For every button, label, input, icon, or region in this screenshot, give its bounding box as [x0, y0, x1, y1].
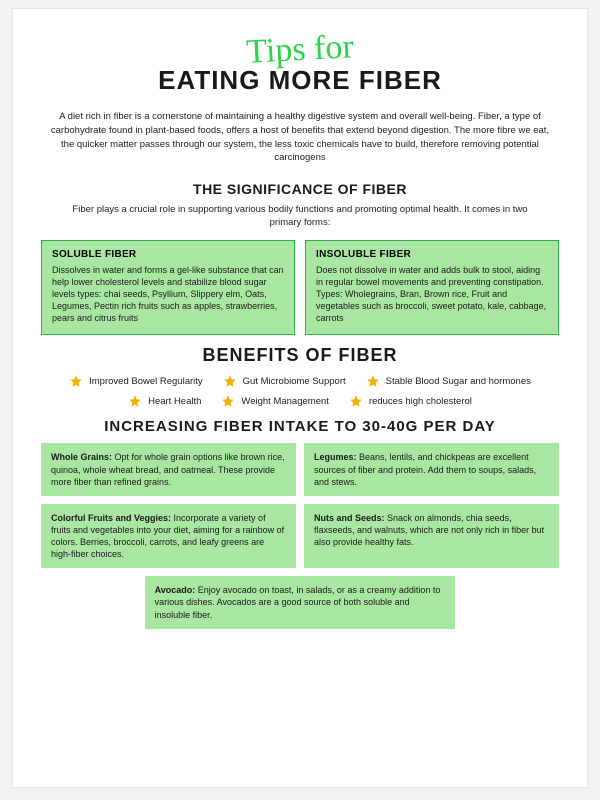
fiber-type-row: SOLUBLE FIBER Dissolves in water and for… [41, 240, 559, 336]
tip-avocado: Avocado: Enjoy avocado on toast, in sala… [145, 576, 456, 628]
benefit-label: reduces high cholesterol [369, 396, 472, 407]
tip-legumes: Legumes: Beans, lentils, and chickpeas a… [304, 443, 559, 495]
increasing-heading: INCREASING FIBER INTAKE TO 30-40G PER DA… [41, 418, 559, 435]
tip-fruits-veggies: Colorful Fruits and Veggies: Incorporate… [41, 504, 296, 569]
insoluble-fiber-box: INSOLUBLE FIBER Does not dissolve in wat… [305, 240, 559, 336]
star-icon [221, 394, 235, 408]
benefit-item: Gut Microbiome Support [223, 374, 346, 388]
star-icon [128, 394, 142, 408]
star-icon [223, 374, 237, 388]
tip-title: Legumes: [314, 452, 357, 462]
insoluble-title: INSOLUBLE FIBER [316, 249, 548, 260]
soluble-fiber-box: SOLUBLE FIBER Dissolves in water and for… [41, 240, 295, 336]
star-icon [69, 374, 83, 388]
tip-body: Enjoy avocado on toast, in salads, or as… [155, 585, 441, 619]
tip-title: Nuts and Seeds: [314, 513, 385, 523]
tip-nuts-seeds: Nuts and Seeds: Snack on almonds, chia s… [304, 504, 559, 569]
benefit-label: Gut Microbiome Support [243, 376, 346, 387]
infographic-page: Tips for EATING MORE FIBER A diet rich i… [12, 8, 588, 788]
benefit-label: Heart Health [148, 396, 201, 407]
soluble-body: Dissolves in water and forms a gel-like … [52, 264, 284, 325]
benefit-item: Stable Blood Sugar and hormones [366, 374, 531, 388]
tip-title: Whole Grains: [51, 452, 112, 462]
benefits-heading: BENEFITS OF FIBER [41, 345, 559, 366]
benefit-item: Weight Management [221, 394, 329, 408]
benefit-item: reduces high cholesterol [349, 394, 472, 408]
tip-title: Avocado: [155, 585, 196, 595]
soluble-title: SOLUBLE FIBER [52, 249, 284, 260]
benefit-item: Heart Health [128, 394, 201, 408]
tip-title: Colorful Fruits and Veggies: [51, 513, 171, 523]
insoluble-body: Does not dissolve in water and adds bulk… [316, 264, 548, 325]
benefit-label: Stable Blood Sugar and hormones [386, 376, 531, 387]
intro-paragraph: A diet rich in fiber is a cornerstone of… [41, 110, 559, 165]
benefit-label: Improved Bowel Regularity [89, 376, 203, 387]
tip-whole-grains: Whole Grains: Opt for whole grain option… [41, 443, 296, 495]
tips-grid: Whole Grains: Opt for whole grain option… [41, 443, 559, 568]
star-icon [349, 394, 363, 408]
star-icon [366, 374, 380, 388]
tips-row-last: Avocado: Enjoy avocado on toast, in sala… [41, 576, 559, 628]
significance-intro: Fiber plays a crucial role in supporting… [41, 203, 559, 230]
significance-heading: THE SIGNIFICANCE OF FIBER [41, 181, 559, 197]
benefits-list: Improved Bowel Regularity Gut Microbiome… [41, 374, 559, 408]
benefit-label: Weight Management [241, 396, 329, 407]
benefit-item: Improved Bowel Regularity [69, 374, 203, 388]
